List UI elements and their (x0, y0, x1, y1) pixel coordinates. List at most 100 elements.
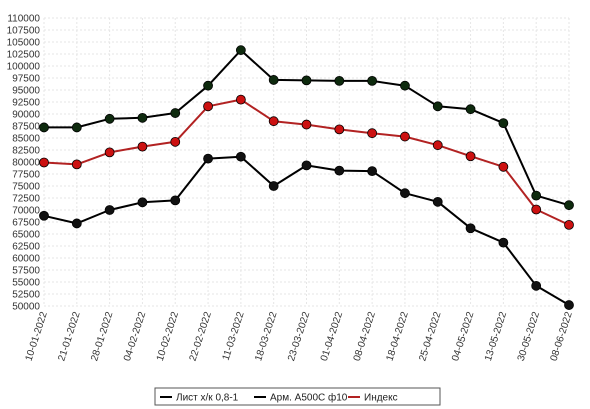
data-point (268, 116, 279, 127)
legend: Лист х/к 0,8-1 Арм. А500С ф10 Индекс (154, 387, 441, 406)
data-point (301, 160, 312, 171)
data-point (104, 113, 115, 124)
data-point (104, 147, 115, 158)
data-point (400, 131, 410, 142)
x-tick-label: 08-04-2022 (352, 310, 378, 362)
data-point (235, 94, 246, 105)
data-point (531, 190, 542, 201)
x-tick-label: 13-05-2022 (483, 310, 509, 362)
y-tick-label: 55000 (12, 278, 40, 289)
x-tick-label: 01-04-2022 (319, 310, 345, 362)
data-point (531, 204, 542, 215)
data-point (71, 122, 82, 133)
data-point (71, 218, 82, 229)
data-point (498, 237, 509, 248)
y-tick-label: 67500 (12, 218, 40, 229)
data-point (334, 75, 345, 86)
data-point (170, 195, 181, 206)
legend-label: Индекс (364, 393, 398, 404)
data-point (367, 128, 378, 139)
y-tick-label: 77500 (12, 170, 40, 181)
data-point (137, 112, 148, 123)
x-tick-label: 08-06-2022 (549, 310, 575, 362)
x-tick-label: 04-05-2022 (450, 310, 476, 362)
data-point (367, 166, 378, 177)
x-tick-label: 30-05-2022 (516, 310, 542, 362)
data-point (39, 210, 49, 221)
data-point (400, 188, 410, 199)
y-axis: 5000052500550005750060000625006500067500… (7, 14, 41, 313)
y-tick-label: 95000 (12, 86, 40, 97)
data-point (334, 124, 345, 135)
y-tick-label: 57500 (12, 266, 40, 277)
data-point (268, 181, 279, 191)
data-point (367, 75, 378, 86)
y-tick-label: 97500 (12, 74, 40, 85)
y-tick-label: 90000 (12, 110, 40, 121)
x-axis: 10-01-2022 21-01-2022 28-01-2022 04-02-2022… (24, 310, 575, 362)
series-2 (39, 45, 574, 211)
y-tick-label: 87500 (12, 122, 40, 133)
x-tick-label: 11-03-2022 (221, 310, 247, 362)
data-point (400, 80, 410, 91)
y-tick-label: 60000 (12, 254, 40, 265)
x-tick-label: 25-04-2022 (417, 310, 443, 362)
x-tick-label: 04-02-2022 (122, 310, 148, 362)
x-tick-label: 28-01-2022 (89, 310, 115, 362)
x-tick-label: 10-02-2022 (155, 310, 181, 362)
x-tick-label: 23-03-2022 (286, 310, 312, 362)
data-point (203, 80, 213, 91)
y-tick-label: 62500 (12, 242, 40, 253)
y-tick-label: 75000 (12, 182, 40, 193)
data-point (301, 119, 312, 130)
data-point (334, 165, 345, 176)
data-point (235, 45, 246, 56)
x-tick-label: 21-01-2022 (56, 310, 82, 362)
legend-label: Лист х/к 0,8-1 (176, 393, 239, 404)
y-tick-label: 82500 (12, 146, 40, 157)
data-point (235, 151, 246, 162)
data-point (39, 122, 49, 133)
data-point (465, 151, 476, 162)
data-point (564, 219, 574, 230)
y-tick-label: 65000 (12, 230, 40, 241)
y-tick-label: 107500 (7, 26, 41, 37)
data-point (531, 280, 542, 291)
series-group (39, 45, 574, 310)
y-tick-label: 50000 (12, 302, 40, 313)
y-tick-label: 100000 (7, 62, 41, 73)
legend-label: Арм. А500С ф10 (270, 392, 348, 404)
y-tick-label: 70000 (12, 206, 40, 217)
data-point (203, 101, 213, 112)
x-tick-label: 18-03-2022 (253, 310, 279, 362)
data-point (432, 196, 443, 207)
data-point (564, 300, 574, 310)
data-point (301, 75, 312, 86)
data-point (170, 108, 181, 118)
x-tick-label: 22-02-2022 (188, 310, 214, 362)
y-tick-label: 72500 (12, 194, 40, 205)
y-tick-label: 80000 (12, 158, 40, 169)
y-tick-label: 102500 (7, 50, 41, 61)
data-point (137, 197, 148, 208)
series-1 (39, 151, 574, 310)
x-tick-label: 10-01-2022 (24, 310, 50, 362)
data-point (170, 136, 181, 147)
data-point (498, 118, 509, 129)
data-point (71, 159, 82, 170)
data-point (268, 75, 279, 85)
data-point (465, 223, 476, 234)
data-point (39, 157, 49, 168)
data-point (432, 140, 443, 151)
x-tick-label: 18-04-2022 (385, 310, 411, 362)
data-point (104, 205, 115, 215)
y-tick-label: 110000 (7, 14, 40, 25)
y-tick-label: 52500 (12, 290, 40, 301)
y-tick-label: 85000 (12, 134, 40, 145)
data-point (137, 141, 148, 152)
y-tick-label: 92500 (12, 98, 40, 109)
legend-box (154, 387, 441, 406)
data-point (432, 101, 443, 112)
